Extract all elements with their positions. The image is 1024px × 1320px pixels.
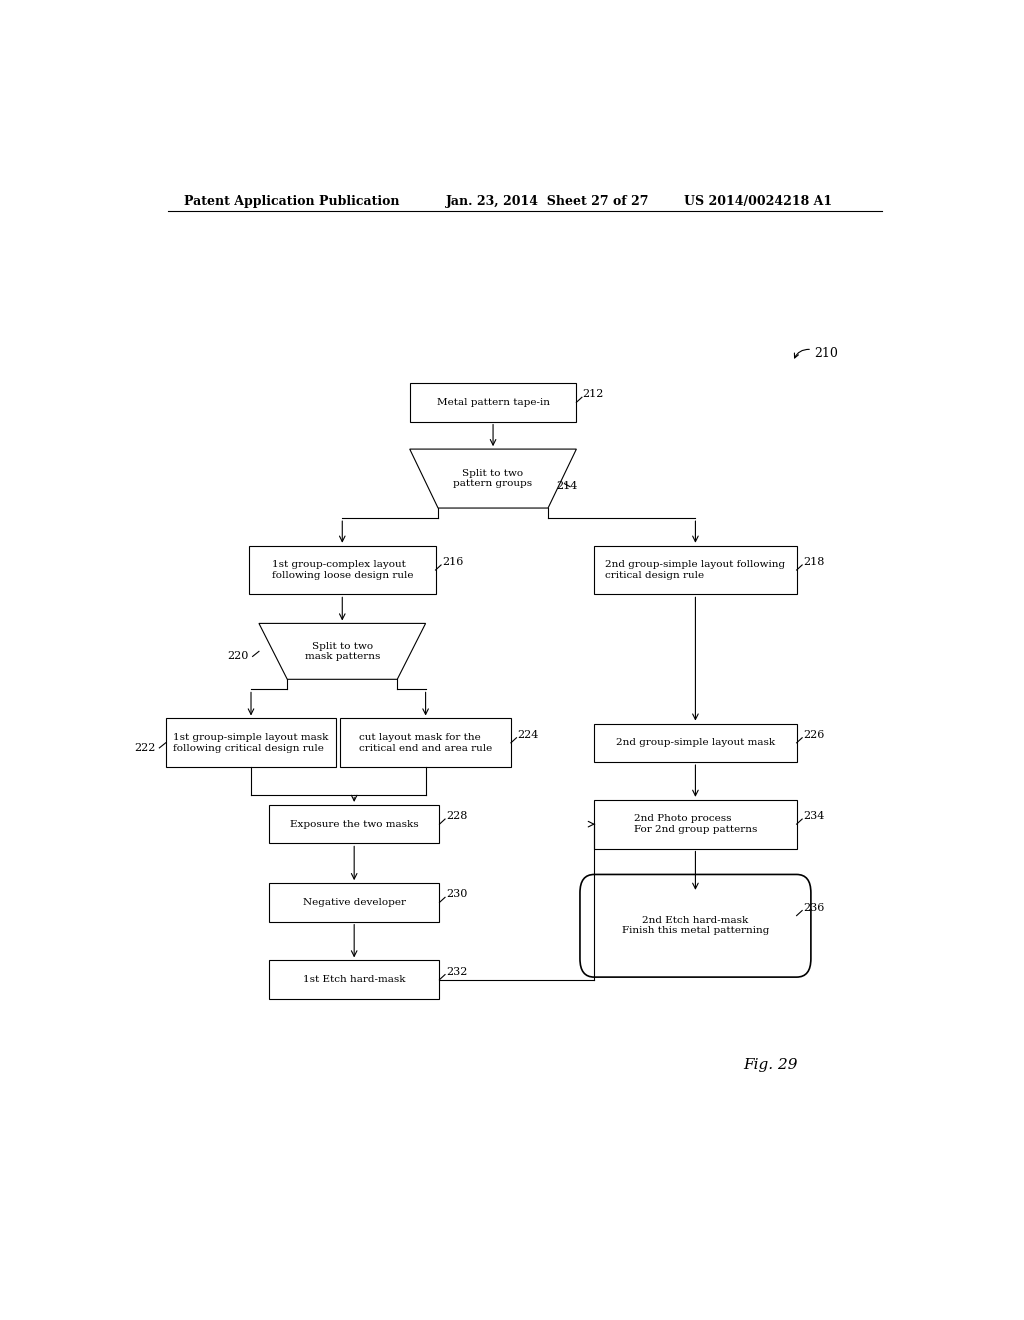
Text: 1st group-simple layout mask
following critical design rule: 1st group-simple layout mask following c… xyxy=(173,733,329,752)
Text: Split to two
mask patterns: Split to two mask patterns xyxy=(304,642,380,661)
Text: Patent Application Publication: Patent Application Publication xyxy=(183,194,399,207)
FancyBboxPatch shape xyxy=(594,800,797,849)
Polygon shape xyxy=(259,623,426,680)
Text: 228: 228 xyxy=(445,810,467,821)
Text: Metal pattern tape-in: Metal pattern tape-in xyxy=(436,397,550,407)
Text: 2nd Photo process
For 2nd group patterns: 2nd Photo process For 2nd group patterns xyxy=(634,814,757,834)
FancyBboxPatch shape xyxy=(269,805,439,843)
Text: 234: 234 xyxy=(803,810,824,821)
Text: Negative developer: Negative developer xyxy=(303,898,406,907)
Text: 222: 222 xyxy=(134,743,156,752)
Text: 230: 230 xyxy=(445,890,467,899)
Text: 226: 226 xyxy=(803,730,824,739)
FancyBboxPatch shape xyxy=(249,545,435,594)
FancyBboxPatch shape xyxy=(580,874,811,977)
Text: 1st group-complex layout
following loose design rule: 1st group-complex layout following loose… xyxy=(271,561,413,579)
Text: US 2014/0024218 A1: US 2014/0024218 A1 xyxy=(684,194,831,207)
Text: 224: 224 xyxy=(517,730,539,739)
FancyBboxPatch shape xyxy=(410,383,577,421)
Text: Jan. 23, 2014  Sheet 27 of 27: Jan. 23, 2014 Sheet 27 of 27 xyxy=(445,194,649,207)
Text: 236: 236 xyxy=(803,903,824,912)
Text: 220: 220 xyxy=(227,652,249,661)
FancyBboxPatch shape xyxy=(340,718,511,767)
FancyBboxPatch shape xyxy=(594,545,797,594)
Text: 1st Etch hard-mask: 1st Etch hard-mask xyxy=(303,975,406,985)
Text: 212: 212 xyxy=(583,389,604,399)
Text: 232: 232 xyxy=(445,966,467,977)
Polygon shape xyxy=(410,449,577,508)
FancyBboxPatch shape xyxy=(594,723,797,762)
Text: 2nd group-simple layout following
critical design rule: 2nd group-simple layout following critic… xyxy=(605,561,785,579)
Text: 210: 210 xyxy=(814,347,839,360)
Text: 214: 214 xyxy=(557,480,578,491)
Text: Exposure the two masks: Exposure the two masks xyxy=(290,820,419,829)
FancyBboxPatch shape xyxy=(166,718,336,767)
Text: 2nd group-simple layout mask: 2nd group-simple layout mask xyxy=(615,738,775,747)
Text: Split to two
pattern groups: Split to two pattern groups xyxy=(454,469,532,488)
Text: Fig. 29: Fig. 29 xyxy=(743,1059,798,1072)
Text: cut layout mask for the
critical end and area rule: cut layout mask for the critical end and… xyxy=(359,733,493,752)
Text: 216: 216 xyxy=(442,557,463,568)
FancyBboxPatch shape xyxy=(269,883,439,921)
Text: 218: 218 xyxy=(803,557,824,568)
FancyBboxPatch shape xyxy=(269,961,439,999)
Text: 2nd Etch hard-mask
Finish this metal patterning: 2nd Etch hard-mask Finish this metal pat… xyxy=(622,916,769,936)
